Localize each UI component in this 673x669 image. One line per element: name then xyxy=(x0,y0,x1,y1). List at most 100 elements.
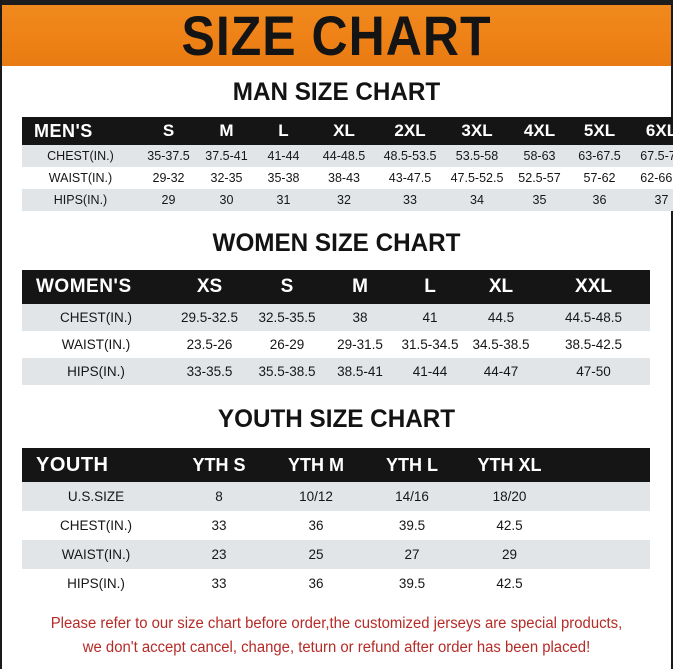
youth-header-label: YOUTH xyxy=(22,448,170,482)
men-row-label: WAIST(IN.) xyxy=(22,167,139,189)
youth-cell: 14/16 xyxy=(364,482,460,511)
men-cell: 62-66.5 xyxy=(630,167,673,189)
youth-row-label: U.S.SIZE xyxy=(22,482,170,511)
women-cell: 44.5 xyxy=(465,304,537,331)
men-cell: 32 xyxy=(312,189,376,211)
men-cell: 35-38 xyxy=(255,167,312,189)
youth-cell: 33 xyxy=(170,511,268,540)
youth-cell: 33 xyxy=(170,569,268,598)
men-cell: 43-47.5 xyxy=(376,167,444,189)
youth-col-header: YTH S xyxy=(170,448,268,482)
men-table-row: WAIST(IN.) 29-32 32-35 35-38 38-43 43-47… xyxy=(22,167,673,189)
women-col-header: XS xyxy=(170,270,249,304)
women-col-header: XXL xyxy=(537,270,650,304)
youth-row-label: WAIST(IN.) xyxy=(22,540,170,569)
youth-cell: 36 xyxy=(268,511,364,540)
men-cell: 33 xyxy=(376,189,444,211)
women-cell: 26-29 xyxy=(249,331,325,358)
youth-cell: 23 xyxy=(170,540,268,569)
youth-table-row: HIPS(IN.) 33 36 39.5 42.5 xyxy=(22,569,650,598)
men-cell: 52.5-57 xyxy=(510,167,569,189)
size-chart-banner: SIZE CHART xyxy=(2,5,671,66)
banner-title: SIZE CHART xyxy=(181,5,492,66)
order-policy-note-line2: we don't accept cancel, change, teturn o… xyxy=(82,639,591,656)
men-table-row: HIPS(IN.) 29 30 31 32 33 34 35 36 37 xyxy=(22,189,673,211)
order-policy-note: Please refer to our size chart before or… xyxy=(15,612,657,660)
women-row-label: HIPS(IN.) xyxy=(22,358,170,385)
men-col-header: 6XL xyxy=(630,117,673,145)
women-size-table: WOMEN'S XS S M L XL XXL CHEST(IN.) 29.5-… xyxy=(22,270,650,385)
youth-cell: 42.5 xyxy=(460,569,559,598)
youth-section-title: YOUTH SIZE CHART xyxy=(217,405,456,433)
men-col-header: XL xyxy=(312,117,376,145)
women-col-header: XL xyxy=(465,270,537,304)
youth-cell: 39.5 xyxy=(364,569,460,598)
women-cell: 23.5-26 xyxy=(170,331,249,358)
top-rule xyxy=(2,0,671,5)
youth-cell: 18/20 xyxy=(460,482,559,511)
women-cell: 35.5-38.5 xyxy=(249,358,325,385)
men-cell: 44-48.5 xyxy=(312,145,376,167)
men-size-table: MEN'S S M L XL 2XL 3XL 4XL 5XL 6XL CHEST… xyxy=(22,117,673,211)
women-cell: 29-31.5 xyxy=(325,331,395,358)
women-col-header: S xyxy=(249,270,325,304)
youth-table-row: U.S.SIZE 8 10/12 14/16 18/20 xyxy=(22,482,650,511)
men-col-header: M xyxy=(198,117,255,145)
youth-col-header: YTH M xyxy=(268,448,364,482)
women-row-label: WAIST(IN.) xyxy=(22,331,170,358)
men-cell: 31 xyxy=(255,189,312,211)
youth-cell: 8 xyxy=(170,482,268,511)
men-cell: 37.5-41 xyxy=(198,145,255,167)
youth-size-table: YOUTH YTH S YTH M YTH L YTH XL U.S.SIZE … xyxy=(22,448,650,598)
men-cell: 53.5-58 xyxy=(444,145,510,167)
men-cell: 29-32 xyxy=(139,167,198,189)
women-col-header: M xyxy=(325,270,395,304)
men-cell: 41-44 xyxy=(255,145,312,167)
women-row-label: CHEST(IN.) xyxy=(22,304,170,331)
youth-cell xyxy=(559,482,650,511)
youth-cell: 36 xyxy=(268,569,364,598)
youth-col-header: YTH XL xyxy=(460,448,559,482)
men-cell: 48.5-53.5 xyxy=(376,145,444,167)
men-size-section: MAN SIZE CHART MEN'S S M L XL 2XL xyxy=(2,78,673,211)
youth-table-header-row: YOUTH YTH S YTH M YTH L YTH XL xyxy=(22,448,650,482)
men-cell: 38-43 xyxy=(312,167,376,189)
women-cell: 31.5-34.5 xyxy=(395,331,465,358)
men-cell: 58-63 xyxy=(510,145,569,167)
men-row-label: CHEST(IN.) xyxy=(22,145,139,167)
women-header-label: WOMEN'S xyxy=(22,270,170,304)
women-cell: 38.5-42.5 xyxy=(537,331,650,358)
youth-cell: 42.5 xyxy=(460,511,559,540)
men-cell: 36 xyxy=(569,189,630,211)
women-col-header: L xyxy=(395,270,465,304)
women-cell: 34.5-38.5 xyxy=(465,331,537,358)
men-cell: 35 xyxy=(510,189,569,211)
women-table-row: CHEST(IN.) 29.5-32.5 32.5-35.5 38 41 44.… xyxy=(22,304,650,331)
youth-cell xyxy=(559,540,650,569)
women-cell: 38.5-41 xyxy=(325,358,395,385)
youth-cell: 27 xyxy=(364,540,460,569)
men-cell: 63-67.5 xyxy=(569,145,630,167)
men-row-label: HIPS(IN.) xyxy=(22,189,139,211)
youth-cell: 10/12 xyxy=(268,482,364,511)
youth-size-section: YOUTH SIZE CHART YOUTH YTH S YTH M YTH L… xyxy=(2,405,671,598)
men-col-header: 4XL xyxy=(510,117,569,145)
men-header-label: MEN'S xyxy=(22,117,139,145)
men-cell: 35-37.5 xyxy=(139,145,198,167)
youth-row-label: CHEST(IN.) xyxy=(22,511,170,540)
women-cell: 33-35.5 xyxy=(170,358,249,385)
men-cell: 67.5-72 xyxy=(630,145,673,167)
men-col-header: 2XL xyxy=(376,117,444,145)
youth-row-label: HIPS(IN.) xyxy=(22,569,170,598)
women-cell: 44-47 xyxy=(465,358,537,385)
women-cell: 41-44 xyxy=(395,358,465,385)
men-cell: 29 xyxy=(139,189,198,211)
women-cell: 29.5-32.5 xyxy=(170,304,249,331)
women-cell: 44.5-48.5 xyxy=(537,304,650,331)
women-section-title: WOMEN SIZE CHART xyxy=(212,229,461,257)
women-table-row: WAIST(IN.) 23.5-26 26-29 29-31.5 31.5-34… xyxy=(22,331,650,358)
youth-cell: 25 xyxy=(268,540,364,569)
men-cell: 34 xyxy=(444,189,510,211)
men-cell: 37 xyxy=(630,189,673,211)
